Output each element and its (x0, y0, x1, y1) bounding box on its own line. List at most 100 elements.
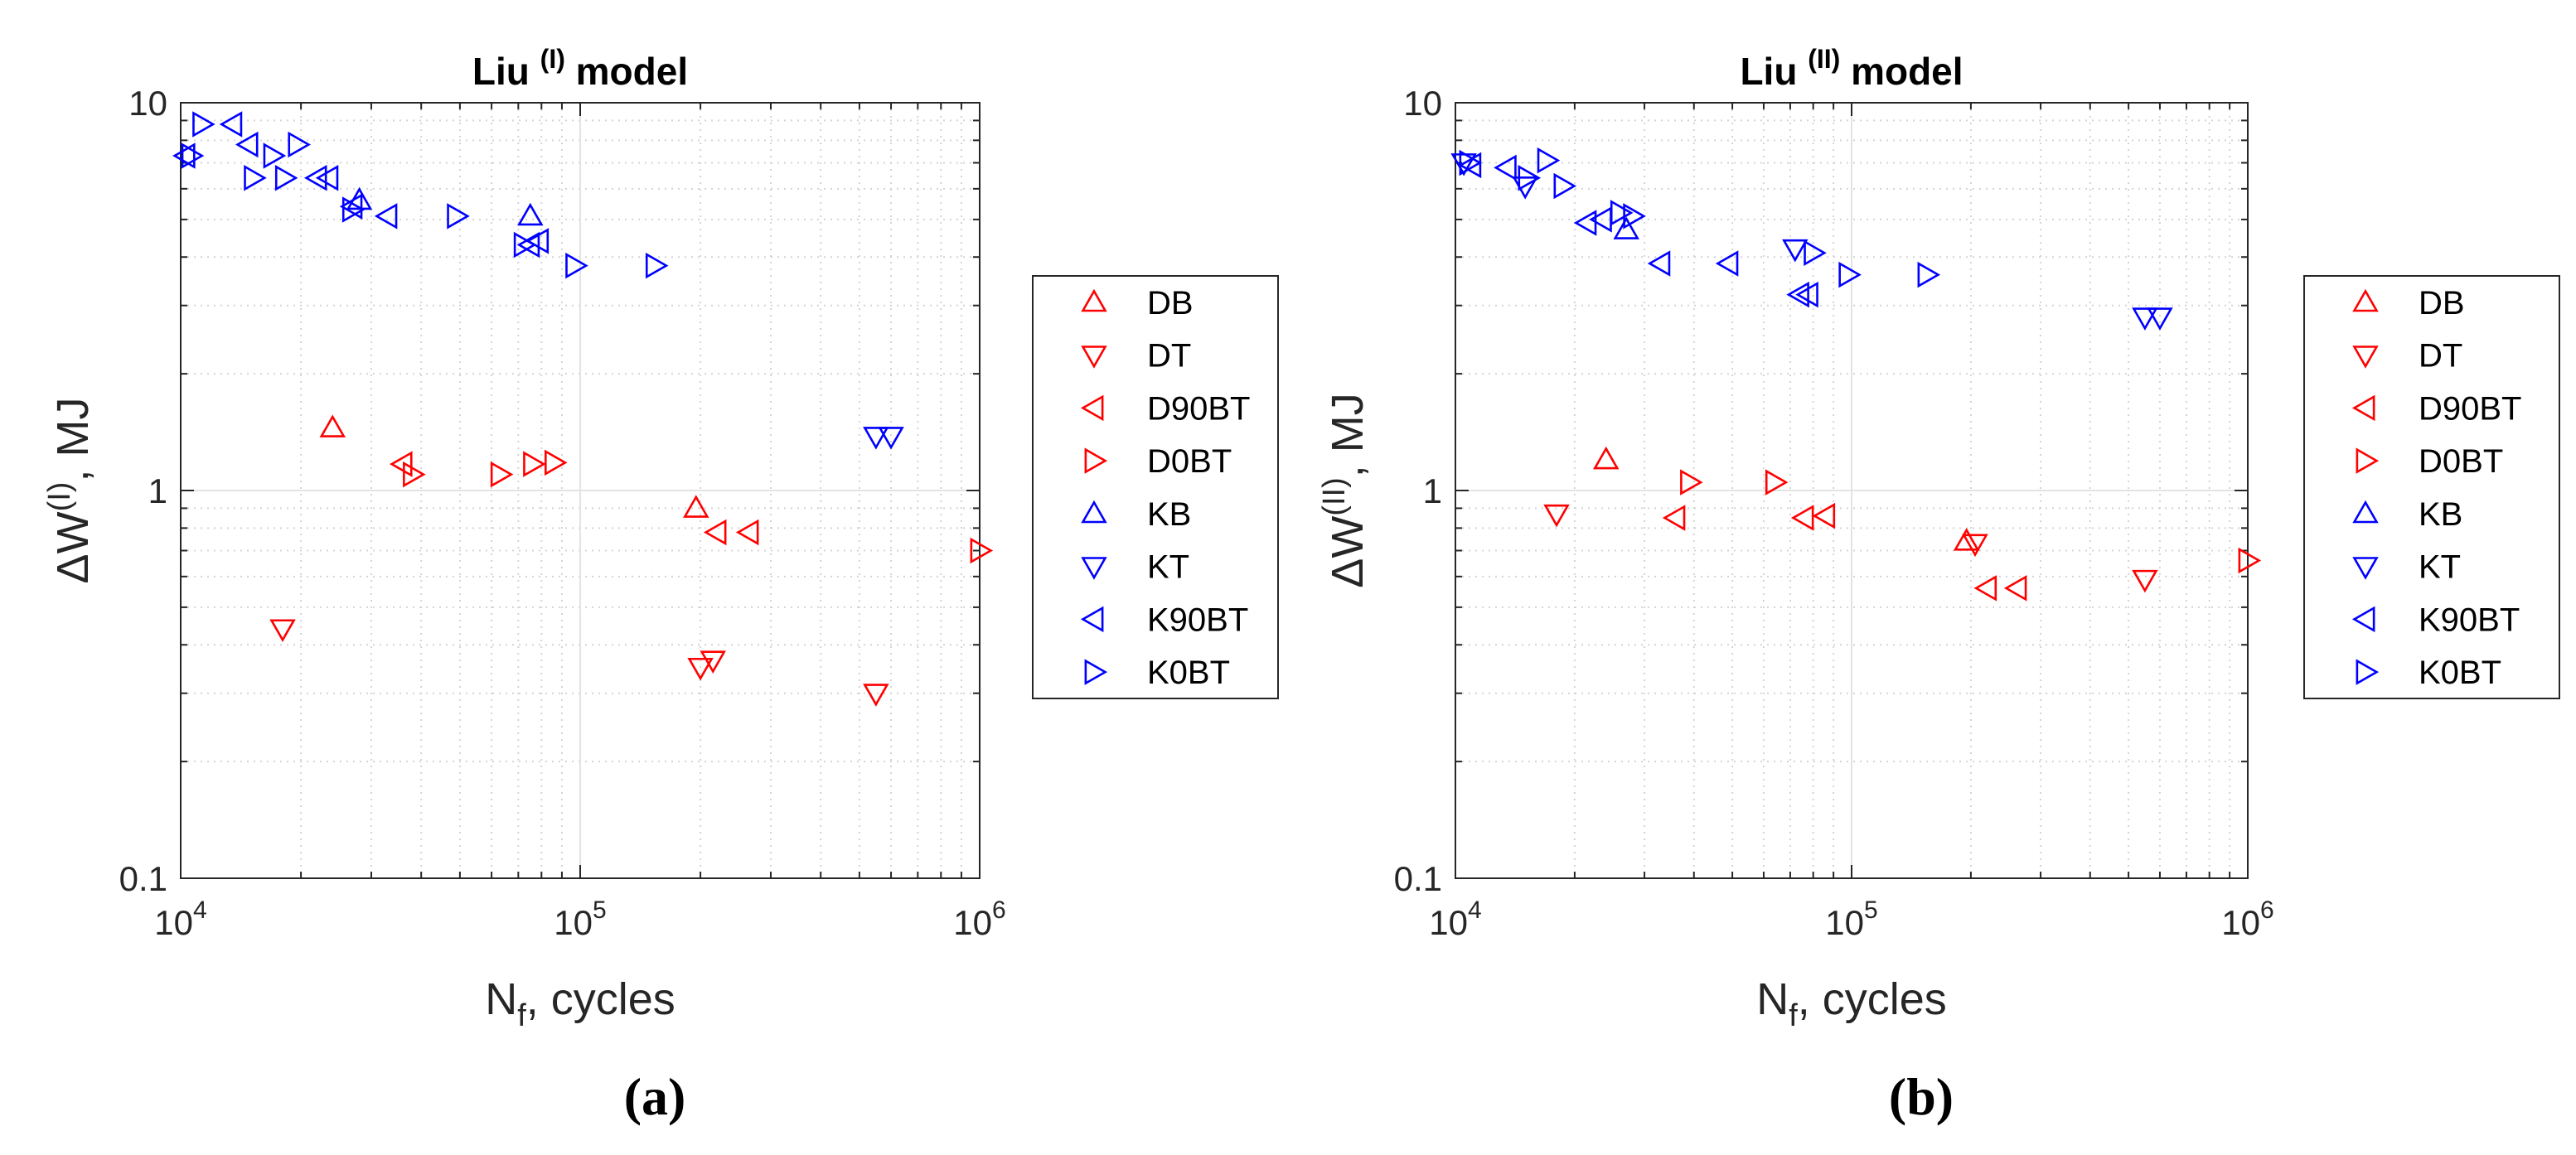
x-tick-label: 104 (154, 896, 206, 942)
legend-label: DT (2419, 338, 2462, 375)
data-point (288, 131, 311, 158)
legend-marker (1081, 288, 1107, 312)
y-tick-label: 10 (128, 84, 167, 123)
series-d90bt (1662, 502, 2027, 602)
data-point (645, 252, 669, 279)
data-point (1494, 154, 1517, 181)
data-point (1613, 216, 1639, 239)
legend-item-dt: DT (1081, 338, 1191, 375)
data-point (219, 111, 243, 138)
data-point (339, 193, 363, 220)
legend-label: K0BT (2419, 655, 2501, 691)
legend-label: KT (2419, 549, 2461, 586)
data-point (181, 143, 205, 169)
legend-box (1032, 275, 1279, 699)
data-point (192, 111, 215, 138)
legend-label: KT (1147, 549, 1189, 586)
series-kt (863, 427, 904, 450)
x-tick-label: 104 (1429, 896, 1481, 942)
legend-item-k90bt: K90BT (2351, 602, 2520, 638)
data-point (235, 131, 259, 158)
legend-label: D0BT (1147, 443, 1232, 480)
data-point (263, 143, 287, 169)
data-point (274, 164, 298, 191)
legend-item-k90bt: K90BT (1080, 602, 1248, 638)
data-point (1804, 239, 1827, 266)
y-tick-label: 10 (1403, 84, 1442, 123)
data-point (545, 449, 568, 476)
data-markers (1450, 147, 2262, 602)
data-point (2238, 547, 2262, 574)
data-point (2132, 569, 2158, 593)
legend-marker (1080, 394, 1104, 422)
legend-item-d0bt: D0BT (2356, 443, 2503, 480)
y-tick-label: 0.1 (1394, 859, 1442, 898)
data-point (863, 684, 889, 707)
legend-marker (1081, 346, 1107, 369)
y-tick-label: 1 (148, 471, 167, 510)
legend-marker (2351, 394, 2375, 422)
data-point (319, 414, 346, 437)
series-k0bt (1459, 147, 1941, 288)
data-point (525, 228, 550, 254)
legend-item-dt: DT (2352, 338, 2462, 375)
legend-marker (1080, 606, 1104, 633)
panel-label: (b) (1889, 1067, 1954, 1126)
legend-marker (2352, 346, 2379, 369)
data-point (1647, 250, 1671, 277)
series-db (1592, 446, 1980, 551)
data-point (1543, 504, 1570, 528)
legend-item-k0bt: K0BT (1084, 655, 1230, 691)
data-point (1623, 203, 1646, 230)
data-point (1610, 200, 1634, 226)
data-point (447, 203, 470, 230)
legend-label: K90BT (1147, 602, 1248, 638)
data-point (735, 519, 759, 546)
legend-item-kb: KB (2352, 496, 2462, 533)
x-tick-label: 105 (1825, 896, 1877, 942)
legend-marker (2352, 500, 2379, 524)
y-axis-label: ΔW(II), MJ (1317, 393, 1373, 587)
legend-label: KB (1147, 496, 1191, 533)
data-point (1782, 239, 1809, 263)
y-axis-label: ΔW(I), MJ (42, 398, 98, 584)
data-point (523, 451, 546, 477)
panel-label: (a) (624, 1067, 686, 1126)
data-point (517, 202, 544, 226)
data-point (374, 203, 398, 230)
chart-title: Liu (II) model (1740, 44, 1963, 93)
legend-item-db: DB (2352, 285, 2465, 321)
legend-item-db: DB (1081, 285, 1194, 321)
legend-marker (1081, 557, 1107, 580)
data-point (1838, 261, 1862, 288)
legend-label: KB (2419, 496, 2462, 533)
series-dt (1543, 504, 2158, 593)
data-point (1786, 281, 1809, 308)
chart-panel-a: 104 105 106 10 1 0.1 Liu (I) model Nf, cycles ΔW… (42, 44, 1279, 1126)
legend-label: DB (2419, 285, 2465, 321)
data-point (1917, 261, 1941, 288)
legend-marker (1081, 500, 1107, 524)
data-point (683, 495, 709, 518)
tick-marks (180, 102, 981, 879)
data-point (1680, 469, 1703, 495)
legend: DB DT D90BT D0BT KB KT K90BT K0BT (1032, 275, 1279, 699)
data-point (1812, 502, 1836, 529)
data-point (2132, 307, 2158, 331)
data-point (303, 164, 327, 191)
y-tick-label: 0.1 (119, 859, 167, 898)
legend: DB DT D90BT D0BT KB KT K90BT K0BT (2303, 275, 2560, 699)
legend-item-kt: KT (2352, 549, 2461, 586)
legend-label: K90BT (2419, 602, 2520, 638)
legend-label: K0BT (1147, 655, 1230, 691)
legend-label: D90BT (2419, 390, 2522, 427)
data-point (1953, 528, 1980, 551)
data-point (244, 164, 267, 191)
data-point (1458, 152, 1482, 179)
data-point (687, 657, 714, 681)
data-point (403, 461, 426, 488)
legend-marker (2356, 447, 2380, 474)
legend-item-kb: KB (1081, 496, 1191, 533)
